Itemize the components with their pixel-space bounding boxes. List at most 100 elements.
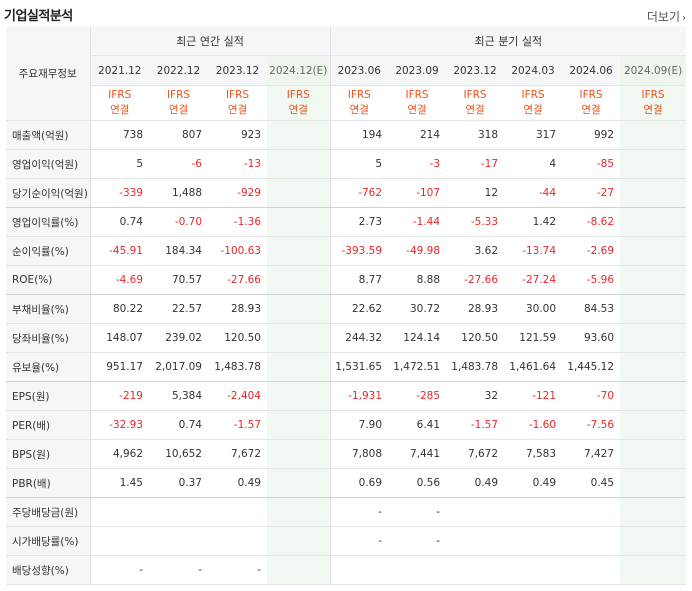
ifrs-badge: IFRS 연결 — [388, 85, 447, 121]
consolidated-label: 연결 — [288, 104, 308, 116]
annual-value: 0.37 — [149, 468, 208, 498]
ifrs-label: IFRS — [641, 89, 665, 101]
quarter-value — [446, 497, 505, 527]
ifrs-label: IFRS — [521, 89, 545, 101]
ifrs-label: IFRS — [225, 89, 250, 101]
table-row: 당기순이익(억원) -339 1,488 -929 -762 -107 12 -44 -27 — [6, 178, 687, 208]
quarter-value: 0.56 — [388, 468, 447, 498]
quarter-value — [620, 323, 687, 353]
table-row: 배당성향(%) - - - — [6, 555, 687, 585]
quarter-value — [446, 555, 505, 585]
table-row: 주당배당금(원) - - — [6, 497, 687, 527]
quarter-value: 0.49 — [446, 468, 505, 498]
ifrs-label: IFRS — [347, 89, 371, 101]
quarter-value: - — [329, 526, 389, 556]
quarter-value — [446, 526, 505, 556]
annual-value: 239.02 — [149, 323, 208, 353]
row-label: 유보율(%) — [6, 352, 90, 382]
annual-value: - — [149, 555, 208, 585]
column-header-label: 주요재무정보 — [6, 26, 90, 121]
row-label: ROE(%) — [6, 265, 90, 295]
consolidated-label: 연결 — [168, 104, 189, 116]
row-label: BPS(원) — [6, 439, 90, 469]
quarter-value: 7,427 — [562, 439, 621, 469]
quarter-value — [620, 439, 687, 469]
ifrs-badge: IFRS 연결 — [329, 85, 389, 121]
table-row: 당좌비율(%) 148.07 239.02 120.50 244.32 124.14 120… — [6, 323, 687, 353]
annual-value — [267, 352, 331, 382]
annual-value: 951.17 — [89, 352, 149, 382]
row-label: PBR(배) — [6, 468, 90, 498]
row-label: 영업이익률(%) — [6, 207, 90, 237]
row-label: 영업이익(억원) — [6, 149, 90, 179]
annual-value: -2,404 — [208, 381, 267, 411]
quarter-value: 1,531.65 — [329, 352, 389, 382]
consolidated-label: 연결 — [227, 104, 248, 116]
quarter-value: -1.60 — [504, 410, 563, 440]
quarter-value — [620, 236, 687, 266]
ifrs-label: IFRS — [166, 89, 191, 101]
annual-value: 148.07 — [89, 323, 149, 353]
annual-value: 0.74 — [89, 207, 149, 237]
annual-value: -32.93 — [89, 410, 149, 440]
quarter-value: 2.73 — [329, 207, 389, 237]
annual-value: -1.57 — [208, 410, 267, 440]
quarter-value: 7,808 — [329, 439, 389, 469]
annual-value — [267, 294, 331, 324]
quarter-value: 121.59 — [504, 323, 563, 353]
quarter-value: 1.42 — [504, 207, 563, 237]
ifrs-badge: IFRS 연결 — [562, 85, 621, 121]
quarter-value: - — [388, 526, 447, 556]
table-row: BPS(원) 4,962 10,652 7,672 7,808 7,441 7,672 7,5… — [6, 439, 687, 469]
quarter-value: -44 — [504, 178, 563, 208]
annual-period-2: 2023.12 — [208, 55, 267, 86]
annual-value — [267, 439, 331, 469]
quarter-value: 7.90 — [329, 410, 389, 440]
quarter-value: 317 — [504, 120, 563, 150]
annual-value: -27.66 — [208, 265, 267, 295]
quarter-value — [504, 526, 563, 556]
annual-value: -6 — [149, 149, 208, 179]
annual-value: -929 — [208, 178, 267, 208]
quarter-value: 214 — [388, 120, 447, 150]
quarter-value — [620, 294, 687, 324]
row-label: 당좌비율(%) — [6, 323, 90, 353]
annual-value — [267, 555, 331, 585]
annual-value: 7,672 — [208, 439, 267, 469]
consolidated-label: 연결 — [581, 104, 601, 116]
annual-value: -1.36 — [208, 207, 267, 237]
consolidated-label: 연결 — [110, 104, 130, 116]
annual-value: -100.63 — [208, 236, 267, 266]
annual-value: -0.70 — [149, 207, 208, 237]
quarter-value: -762 — [329, 178, 389, 208]
quarter-value — [562, 555, 621, 585]
quarter-value: -121 — [504, 381, 563, 411]
quarter-value — [620, 497, 687, 527]
quarter-value — [620, 178, 687, 208]
quarter-value: -7.56 — [562, 410, 621, 440]
annual-value — [267, 178, 331, 208]
annual-value: -219 — [89, 381, 149, 411]
ifrs-label: IFRS — [405, 89, 429, 101]
quarter-value: 32 — [446, 381, 505, 411]
quarter-value: -27.66 — [446, 265, 505, 295]
more-link[interactable]: 더보기 › — [647, 8, 686, 25]
table-row: 부채비율(%) 80.22 22.57 28.93 22.62 30.72 28.93 30.… — [6, 294, 687, 324]
financial-table: 주요재무정보 최근 연간 실적 최근 분기 실적 2021.12 2022.12 2023… — [6, 26, 687, 585]
quarter-value: -2.69 — [562, 236, 621, 266]
annual-value: 120.50 — [208, 323, 267, 353]
quarter-value — [620, 410, 687, 440]
annual-value — [208, 497, 267, 527]
annual-value: 0.74 — [149, 410, 208, 440]
quarter-value: 22.62 — [329, 294, 389, 324]
quarter-period-3: 2024.03 — [504, 55, 563, 86]
quarter-value: 1,472.51 — [388, 352, 447, 382]
table-row: ROE(%) -4.69 70.57 -27.66 8.77 8.88 -27.66 -27.… — [6, 265, 687, 295]
quarter-value: -70 — [562, 381, 621, 411]
annual-value — [89, 526, 149, 556]
annual-value — [149, 497, 208, 527]
quarter-value: 93.60 — [562, 323, 621, 353]
quarter-period-4: 2024.06 — [562, 55, 621, 86]
table-row: 유보율(%) 951.17 2,017.09 1,483.78 1,531.65 1,47… — [6, 352, 687, 382]
